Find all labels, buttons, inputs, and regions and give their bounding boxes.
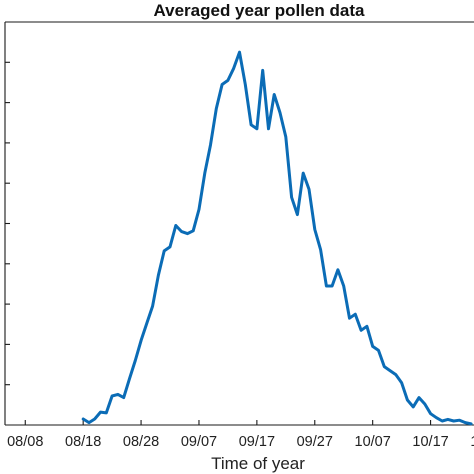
x-tick-label: 09/07	[181, 434, 217, 450]
chart-title: Averaged year pollen data	[153, 1, 365, 20]
x-tick-label: 10/17	[412, 434, 448, 450]
x-tick-label: 08/08	[7, 434, 43, 450]
y-ticks	[5, 61, 10, 386]
x-tick-label: 09/27	[297, 434, 333, 450]
x-ticks: 08/08 08/18 08/28 09/07 09/17 09/27 10/07 10/17…	[7, 420, 474, 450]
x-tick-label: 09/17	[239, 434, 275, 450]
series-line-0	[81, 50, 473, 426]
x-tick-label: 08/28	[123, 434, 159, 450]
series-layer	[81, 50, 473, 426]
x-tick-label: 10/27	[470, 434, 474, 450]
x-axis-label: Time of year	[211, 454, 305, 473]
x-tick-label: 10/07	[355, 434, 391, 450]
x-tick-label: 08/18	[65, 434, 101, 450]
